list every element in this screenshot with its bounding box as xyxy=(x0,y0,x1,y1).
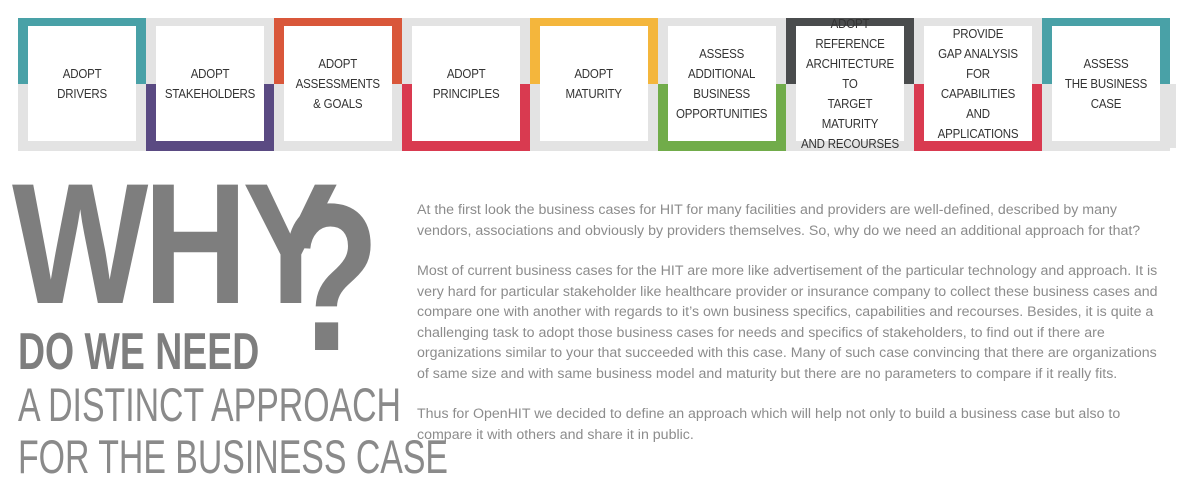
headline-distinct-approach: A DISTINCT APPROACH xyxy=(18,378,401,431)
process-step: ADOPT PRINCIPLES xyxy=(402,18,530,151)
step-label: ASSESS ADDITIONAL BUSINESS OPPORTUNITIES xyxy=(676,46,768,121)
headline-why: WHY xyxy=(12,148,339,340)
paragraph-solution: Thus for OpenHIT we decided to define an… xyxy=(417,406,1121,443)
step-box: ADOPT REFERENCE ARCHITECTURE TO TARGET M… xyxy=(796,17,904,151)
paragraph-intro: At the first look the business cases for… xyxy=(417,202,1141,239)
process-step: ADOPT MATURITY xyxy=(530,18,658,151)
step-label: ASSESS THE BUSINESS CASE xyxy=(1064,56,1148,111)
step-box: ASSESS THE BUSINESS CASE xyxy=(1052,26,1160,141)
step-box: ADOPT MATURITY xyxy=(540,26,648,141)
process-step: ADOPT STAKEHOLDERS xyxy=(146,18,274,151)
step-label: ADOPT PRINCIPLES xyxy=(432,66,500,101)
step-label: PROVIDE GAP ANALYSIS FOR CAPABILITIES AN… xyxy=(937,26,1019,141)
step-box: ASSESS ADDITIONAL BUSINESS OPPORTUNITIES xyxy=(668,26,776,141)
process-step: ADOPT ASSESSMENTS & GOALS xyxy=(274,18,402,151)
body-text: At the first look the business cases for… xyxy=(417,200,1165,490)
process-step: ASSESS THE BUSINESS CASE xyxy=(1042,18,1170,151)
process-step: ADOPT DRIVERS xyxy=(18,18,146,151)
headline-business-case: FOR THE BUSINESS CASE xyxy=(18,430,448,483)
step-label: ADOPT REFERENCE ARCHITECTURE TO TARGET M… xyxy=(801,16,899,151)
paragraph-problem: Most of current business cases for the H… xyxy=(417,263,1158,382)
step-label: ADOPT DRIVERS xyxy=(57,66,107,101)
process-step: PROVIDE GAP ANALYSIS FOR CAPABILITIES AN… xyxy=(914,18,1042,151)
step-box: ADOPT ASSESSMENTS & GOALS xyxy=(284,26,392,141)
process-band: ADOPT DRIVERS ADOPT STAKEHOLDERS ADOPT ASS… xyxy=(18,17,1176,151)
process-step: ASSESS ADDITIONAL BUSINESS OPPORTUNITIES xyxy=(658,18,786,151)
step-box: PROVIDE GAP ANALYSIS FOR CAPABILITIES AN… xyxy=(924,26,1032,141)
step-label: ADOPT MATURITY xyxy=(565,66,623,101)
step-box: ADOPT STAKEHOLDERS xyxy=(156,26,264,141)
headline-question-mark: ? xyxy=(280,160,381,395)
step-label: ADOPT STAKEHOLDERS xyxy=(164,66,256,101)
step-box: ADOPT DRIVERS xyxy=(28,26,136,141)
process-step: ADOPT REFERENCE ARCHITECTURE TO TARGET M… xyxy=(786,17,914,151)
step-label: ADOPT ASSESSMENTS & GOALS xyxy=(295,56,381,111)
headline-do-we-need: DO WE NEED xyxy=(18,323,260,381)
step-box: ADOPT PRINCIPLES xyxy=(412,26,520,141)
